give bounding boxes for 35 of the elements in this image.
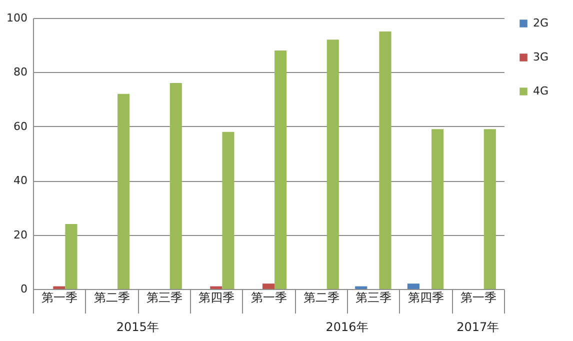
legend-label: 4G — [533, 84, 549, 98]
y-tick-label: 20 — [14, 228, 28, 242]
x-tick-label: 第二季 — [303, 290, 340, 304]
x-tick-label: 第一季 — [42, 290, 78, 304]
x-tick-label: 第一季 — [460, 290, 496, 304]
bar — [118, 94, 130, 289]
bar — [484, 129, 496, 289]
x-tick-label: 第一季 — [251, 290, 287, 304]
bar — [274, 50, 287, 289]
text: 2017年 — [456, 320, 500, 334]
bar — [170, 83, 182, 289]
y-tick-label: 60 — [14, 120, 28, 133]
y-tick-label: 80 — [14, 66, 28, 79]
bar — [326, 40, 339, 289]
bar — [65, 224, 78, 289]
x-tick-label: 第三季 — [146, 290, 182, 304]
x-tick-label: 第四季 — [408, 290, 444, 304]
legend-label: 2G — [533, 16, 549, 30]
y-tick-label: 0 — [20, 282, 28, 296]
bar — [222, 132, 234, 289]
bar — [355, 286, 368, 289]
bar — [379, 32, 392, 289]
bar — [53, 286, 66, 289]
bar — [432, 129, 444, 289]
bar — [210, 286, 222, 289]
x-tick-label: 第二季 — [94, 290, 130, 304]
y-tick-label: 100 — [6, 12, 28, 24]
bar — [262, 284, 275, 289]
bar — [407, 284, 420, 289]
legend-label: 3G — [533, 50, 549, 64]
x-tick-label: 第四季 — [198, 290, 235, 304]
y-tick-label: 40 — [14, 174, 28, 188]
text: 2015年 — [116, 320, 159, 334]
text: 2016年 — [326, 320, 368, 334]
x-tick-label: 第三季 — [356, 290, 392, 304]
